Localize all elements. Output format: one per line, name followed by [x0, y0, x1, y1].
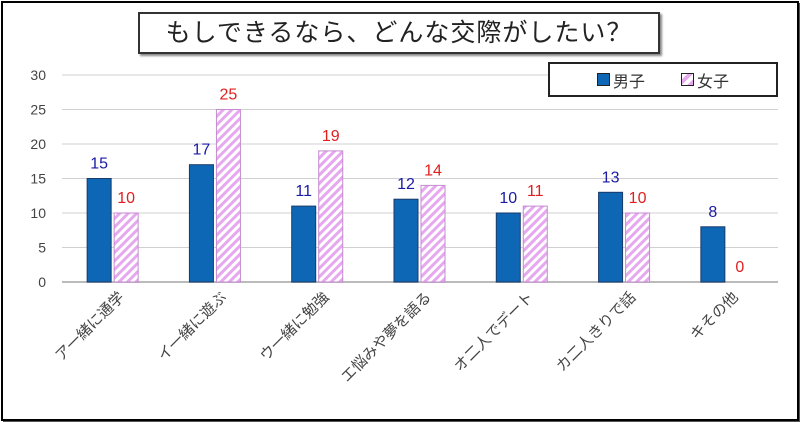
x-tick-label: ア一緒に通学 — [52, 288, 128, 364]
bar-boys — [700, 226, 726, 283]
x-tick-label: ウ一緒に勉強 — [256, 288, 332, 364]
data-label: 25 — [220, 87, 238, 104]
y-tick-label: 25 — [30, 102, 46, 118]
bar-girls — [625, 212, 651, 283]
data-label: 10 — [629, 190, 647, 207]
bar-boys — [86, 178, 112, 283]
data-label: 10 — [117, 190, 135, 207]
legend-swatch — [681, 73, 694, 86]
x-tick-label: キその他 — [687, 288, 742, 343]
x-tick-label: イ一緒に遊ぶ — [154, 288, 230, 364]
chart-title: もしできるなら、どんな交際がしたい？ — [138, 12, 660, 54]
x-tick-label: オ二人でデート — [450, 288, 537, 375]
bar-girls — [113, 212, 139, 283]
bar-boys — [495, 212, 521, 283]
bar-boys — [598, 191, 624, 283]
x-tick-label: カ二人きりで話 — [552, 288, 639, 375]
bar-girls — [215, 109, 241, 283]
y-tick-label: 30 — [30, 67, 46, 83]
data-label: 15 — [90, 156, 108, 173]
data-label: 10 — [499, 190, 517, 207]
data-label: 8 — [708, 204, 717, 221]
legend-item-girls: 女子 — [681, 68, 729, 92]
legend-label: 男子 — [612, 71, 645, 91]
data-label: 11 — [295, 183, 312, 200]
x-tick-label: エ悩みや夢を語る — [337, 288, 435, 386]
data-label: 12 — [397, 176, 415, 193]
y-tick-label: 10 — [30, 205, 46, 221]
data-label: 17 — [193, 142, 211, 159]
legend-swatch — [596, 73, 610, 86]
y-tick-label: 0 — [38, 274, 46, 290]
legend-item-boys: 男子 — [596, 68, 645, 92]
bar-boys — [291, 205, 317, 283]
legend-label: 女子 — [697, 71, 730, 91]
data-label: 0 — [735, 259, 744, 276]
y-tick-label: 15 — [30, 171, 46, 187]
bar-girls — [522, 205, 548, 283]
data-label: 14 — [424, 162, 442, 179]
bar-boys — [393, 198, 419, 283]
bar-girls — [420, 184, 446, 283]
data-label: 13 — [602, 169, 620, 186]
data-label: 19 — [322, 128, 340, 145]
y-tick-label: 20 — [30, 136, 46, 152]
legend: 男子 女子 — [548, 62, 778, 97]
bar-girls — [318, 150, 344, 283]
y-tick-label: 5 — [38, 240, 46, 256]
data-label: 11 — [527, 183, 544, 200]
bar-boys — [188, 164, 214, 283]
